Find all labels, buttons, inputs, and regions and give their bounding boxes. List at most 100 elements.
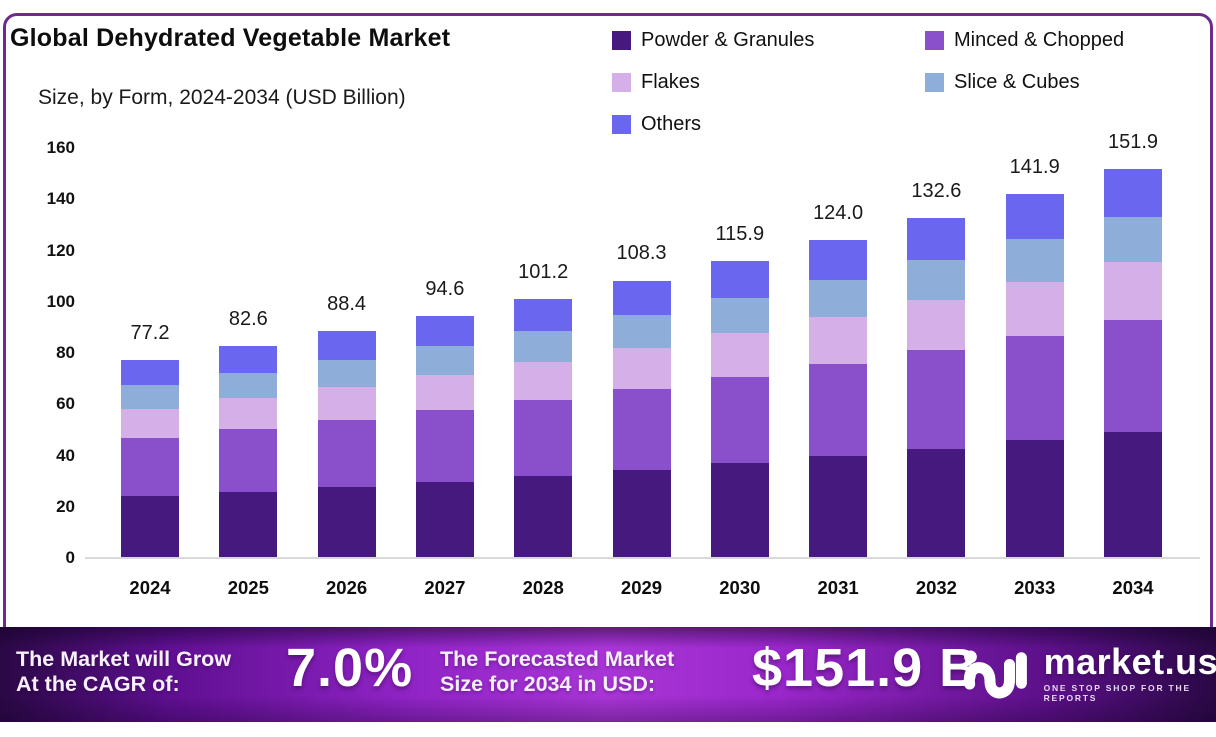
bar-segment [121,360,179,385]
bar-total-label: 108.3 [616,242,667,265]
x-axis-tick-label: 2031 [817,577,859,598]
bar-segment [1005,239,1064,282]
bar-segment [219,491,278,558]
bar-segment [907,218,966,260]
legend-label: Slice & Cubes [954,70,1080,93]
bar-segment [1104,320,1162,432]
bar-segment [219,429,278,492]
bar-total-label: 141.9 [1009,156,1060,179]
bar-segment [514,399,573,476]
bar-segment [809,316,868,365]
bar-segment [1005,440,1064,558]
bar-segment [317,420,376,488]
bar-segment [907,299,966,351]
bar-segment [710,463,769,558]
legend-label: Others [641,112,702,135]
legend-label: Minced & Chopped [954,28,1125,51]
y-axis-tick-label: 80 [56,343,75,362]
bar-segment [415,345,474,375]
bar-2029 [612,280,671,558]
bar-segment [514,298,573,331]
bar-total-label: 151.9 [1107,130,1159,153]
bar-segment [121,408,179,438]
bar-total-label: 77.2 [130,322,170,345]
bar-segment [612,280,671,315]
bar-2027 [415,315,474,558]
bar-segment [809,364,868,457]
logo-text: market.us ONE STOP SHOP FOR THE REPORTS [1043,641,1216,704]
x-axis-tick-label: 2030 [719,577,761,598]
bar-segment [907,448,966,558]
x-axis-tick-label: 2034 [1112,577,1154,598]
x-axis-tick-label: 2032 [915,577,957,598]
bar-segment [710,376,769,464]
bar-2024 [121,360,179,558]
legend-item-1: Powder & Granules [612,29,925,51]
y-axis-tick-label: 160 [46,138,75,157]
bar-segment [1005,194,1064,240]
bar-2025 [219,346,278,558]
bar-segment [514,361,573,400]
market-us-logo: market.us ONE STOP SHOP FOR THE REPORTS [962,643,1216,703]
cagr-label: The Market will Grow At the CAGR of: [16,647,232,696]
bar-segment [415,374,474,411]
bar-segment [612,347,671,389]
legend-swatch-icon [925,30,944,50]
y-axis-tick-label: 120 [46,240,75,260]
bar-segment [907,260,966,300]
chart-subtitle: Size, by Form, 2024-2034 (USD Billion) [38,86,406,109]
x-axis-tick-label: 2026 [326,577,368,598]
bar-segment [219,372,278,399]
forecast-label: The Forecasted Market Size for 2034 in U… [440,647,675,696]
bar-segment [415,481,474,558]
legend-label: Powder & Granules [641,28,815,51]
bar-2033 [1005,194,1064,558]
y-axis-tick-label: 140 [46,189,75,209]
bar-2030 [710,261,769,558]
bar-segment [907,350,966,449]
legend: Powder & Granules Minced & Chopped Flakes S… [612,29,1124,135]
bar-2026 [317,331,376,558]
bar-total-label: 124.0 [813,202,864,225]
bar-2034 [1104,168,1162,558]
legend-label: Flakes [641,70,700,93]
bar-2031 [809,240,868,558]
bar-segment [219,346,278,373]
legend-item-2: Minced & Chopped [925,29,1124,51]
y-axis-tick-label: 60 [56,394,75,414]
bar-segment [710,297,769,333]
y-axis-tick-label: 100 [46,291,75,311]
x-axis-line [85,557,1200,559]
bar-segment [612,388,671,470]
x-axis-tick-label: 2029 [620,577,663,598]
bar-segment [415,410,474,482]
bar-segment [219,398,278,430]
bar-2028 [514,298,573,558]
bar-segment [317,487,376,558]
banner: The Market will Grow At the CAGR of: 7.0… [0,627,1216,722]
forecast-value: $151.9 B [752,638,980,698]
bar-segment [415,315,474,346]
bar-segment [809,456,868,558]
bar-segment [809,240,868,280]
logo-name: market.us [1043,641,1216,682]
y-axis-tick-label: 20 [56,496,75,516]
y-axis-tick-label: 40 [56,445,75,465]
bar-total-label: 101.2 [518,260,569,283]
bar-segment [317,386,376,421]
legend-item-4: Slice & Cubes [925,71,1124,93]
bar-segment [1104,262,1162,321]
market-us-logo-icon [963,650,1027,699]
bar-total-label: 115.9 [715,223,765,245]
bar-segment [612,314,671,348]
bar-segment [710,261,769,298]
bar-segment [317,331,376,360]
cagr-value: 7.0% [286,638,414,698]
bar-total-label: 88.4 [327,293,367,316]
x-axis-tick-label: 2027 [424,577,466,598]
bar-total-label: 82.6 [228,308,268,331]
bar-segment [612,469,671,558]
bar-segment [1005,281,1064,336]
bar-segment [710,332,769,377]
